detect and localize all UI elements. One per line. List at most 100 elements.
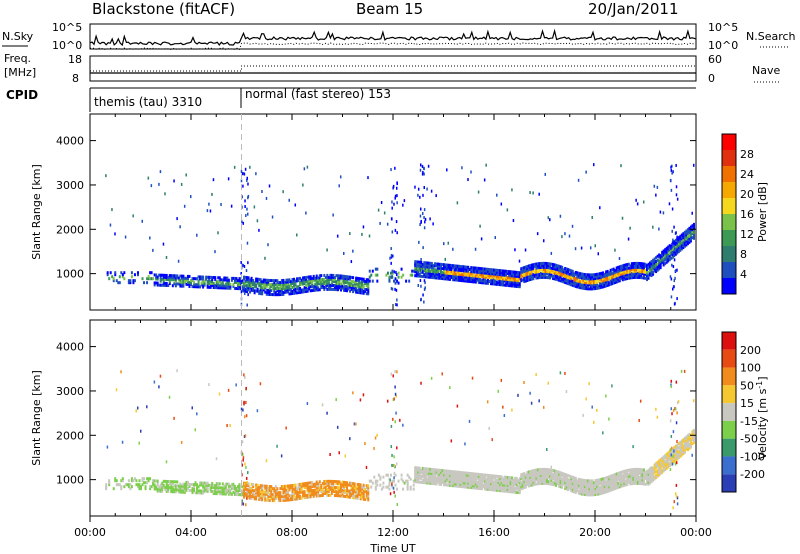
power-cell xyxy=(606,283,609,287)
velocity-cell xyxy=(556,474,559,478)
power-cell xyxy=(470,270,473,274)
power-cell xyxy=(317,282,320,286)
power-cell xyxy=(427,269,430,273)
velocity-cell xyxy=(662,465,665,469)
velocity-cell xyxy=(500,487,503,491)
power-cell xyxy=(683,240,686,244)
power-cell xyxy=(502,277,505,281)
power-cell xyxy=(212,284,215,288)
power-cell xyxy=(471,268,474,272)
velocity-cell xyxy=(620,472,623,476)
power-cell xyxy=(388,277,391,281)
power-cell xyxy=(182,274,185,278)
power-cell xyxy=(380,201,383,205)
velocity-cell xyxy=(415,466,418,470)
power-cell xyxy=(283,282,286,286)
power-cell xyxy=(555,267,558,271)
power-cell xyxy=(674,251,677,255)
velocity-cell xyxy=(511,476,514,480)
power-cell xyxy=(409,273,412,277)
velocity-cell xyxy=(223,492,226,496)
power-cell xyxy=(452,264,455,268)
velocity-cell xyxy=(623,479,626,483)
velocity-cell xyxy=(223,490,226,494)
velocity-cell xyxy=(483,483,486,487)
power-cell xyxy=(458,264,461,268)
power-cell xyxy=(358,287,361,291)
power-cell xyxy=(171,274,174,278)
power-cell xyxy=(662,251,665,255)
velocity-cell xyxy=(423,471,426,475)
velocity-cell xyxy=(171,490,174,494)
velocity-cell xyxy=(276,493,279,497)
velocity-cell xyxy=(659,470,662,474)
power-cell xyxy=(202,285,205,289)
power-cell xyxy=(365,288,368,292)
velocity-cell xyxy=(129,483,132,487)
power-cell xyxy=(361,277,364,281)
velocity-cell xyxy=(394,473,397,477)
power-cell xyxy=(218,286,221,290)
power-cell xyxy=(468,267,471,271)
velocity-cell xyxy=(233,484,236,488)
power-cell xyxy=(193,277,196,281)
velocity-cell xyxy=(489,488,492,492)
power-cell xyxy=(679,246,682,250)
power-cell xyxy=(689,237,692,241)
velocity-cell xyxy=(302,492,305,496)
power-cell xyxy=(432,270,435,274)
power-cell xyxy=(559,275,562,279)
power-cell xyxy=(589,275,592,279)
power-cell xyxy=(271,283,274,287)
power-cell xyxy=(538,274,541,278)
velocity-cell xyxy=(314,492,317,496)
power-cell xyxy=(283,280,286,284)
velocity-cell xyxy=(509,486,512,490)
velocity-cell xyxy=(418,474,421,478)
power-cell xyxy=(567,272,570,276)
power-cell xyxy=(670,295,673,299)
velocity-cell xyxy=(571,483,574,487)
velocity-cell xyxy=(205,487,208,491)
colorbar-tick-label: 12 xyxy=(740,228,754,241)
velocity-cell xyxy=(614,483,617,487)
velocity-cell xyxy=(618,485,621,489)
power-cell xyxy=(314,276,317,280)
power-cell xyxy=(427,265,430,269)
velocity-cell xyxy=(358,483,361,487)
velocity-cell xyxy=(450,480,453,484)
velocity-cell xyxy=(500,481,503,485)
power-cell xyxy=(429,261,432,265)
power-cell xyxy=(658,267,661,271)
power-cell xyxy=(386,271,389,275)
velocity-cell xyxy=(232,486,235,490)
velocity-cell xyxy=(271,497,274,501)
velocity-cell xyxy=(508,476,511,480)
velocity-cell xyxy=(546,476,549,480)
power-cell xyxy=(677,242,680,246)
power-cell xyxy=(156,281,159,285)
power-cell xyxy=(279,291,282,295)
power-cell xyxy=(211,283,214,287)
power-cell xyxy=(411,273,414,277)
power-cell xyxy=(344,279,347,283)
power-cell xyxy=(336,286,339,290)
power-cell xyxy=(162,277,165,281)
power-cell xyxy=(224,278,227,282)
velocity-cell xyxy=(180,486,183,490)
velocity-cell xyxy=(139,487,142,491)
power-cell xyxy=(686,234,689,238)
velocity-cell xyxy=(530,473,533,477)
power-cell xyxy=(688,234,691,238)
power-cell xyxy=(459,268,462,272)
velocity-cell xyxy=(511,488,514,492)
velocity-cell xyxy=(420,468,423,472)
power-cell xyxy=(312,288,315,292)
power-cell xyxy=(597,274,600,278)
power-cell xyxy=(465,265,468,269)
power-cell xyxy=(422,293,424,297)
velocity-cell xyxy=(641,470,644,474)
power-cell xyxy=(327,287,330,291)
power-cell xyxy=(612,267,615,271)
velocity-cell xyxy=(289,494,292,498)
